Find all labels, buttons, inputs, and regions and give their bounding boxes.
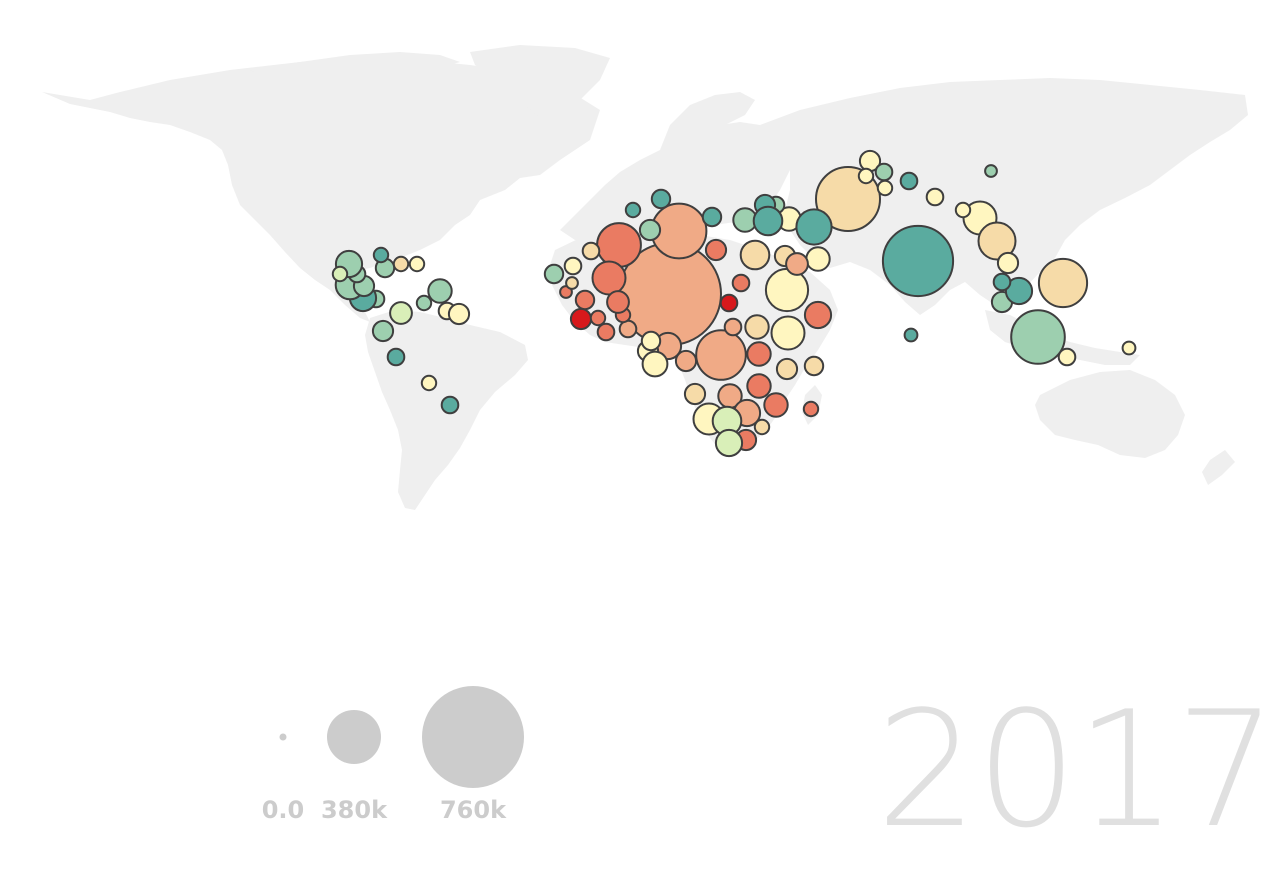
country-bubble[interactable] (618, 319, 638, 339)
country-bubble[interactable] (752, 205, 784, 237)
country-bubble[interactable] (596, 322, 616, 342)
country-bubble[interactable] (596, 222, 642, 268)
legend-circle-large (422, 686, 524, 788)
country-bubble[interactable] (763, 392, 789, 418)
country-bubble[interactable] (984, 164, 998, 178)
country-bubble[interactable] (372, 246, 390, 264)
legend-circle-small (279, 733, 287, 741)
land-greenland (470, 45, 610, 118)
land-asia (760, 78, 1248, 315)
country-bubble[interactable] (624, 201, 642, 219)
country-bubble[interactable] (775, 357, 799, 381)
country-bubble[interactable] (739, 239, 771, 271)
country-bubble[interactable] (386, 347, 406, 367)
country-bubble[interactable] (1004, 276, 1034, 306)
country-bubble[interactable] (408, 255, 426, 273)
country-bubble[interactable] (746, 341, 772, 367)
country-bubble[interactable] (795, 208, 833, 246)
land-north-america (42, 58, 600, 322)
country-bubble[interactable] (371, 319, 395, 343)
country-bubble[interactable] (746, 373, 772, 399)
country-bubble[interactable] (723, 317, 743, 337)
country-bubble[interactable] (977, 221, 1017, 261)
country-bubble[interactable] (589, 309, 607, 327)
country-bubble[interactable] (641, 350, 669, 378)
country-bubble[interactable] (650, 188, 672, 210)
country-bubble[interactable] (1121, 340, 1137, 356)
country-bubble[interactable] (954, 201, 972, 219)
country-bubble[interactable] (392, 255, 410, 273)
country-bubble[interactable] (640, 330, 662, 352)
country-bubble[interactable] (674, 349, 698, 373)
country-bubble[interactable] (447, 302, 471, 326)
land-japan (1078, 165, 1118, 220)
country-bubble[interactable] (802, 400, 820, 418)
country-bubble[interactable] (638, 218, 662, 242)
country-bubble[interactable] (753, 418, 771, 436)
land-new-zealand (1202, 450, 1235, 485)
country-bubble[interactable] (874, 162, 894, 182)
legend-label-medium: 380k (321, 796, 388, 824)
country-bubble[interactable] (881, 224, 955, 298)
country-bubble[interactable] (785, 252, 809, 276)
country-bubble[interactable] (1010, 309, 1066, 365)
world-landmass (42, 45, 1248, 510)
country-bubble[interactable] (903, 327, 919, 343)
country-bubble[interactable] (992, 272, 1012, 292)
country-bubble[interactable] (389, 301, 413, 325)
country-bubble[interactable] (744, 314, 770, 340)
land-scandinavia (660, 92, 755, 150)
land-europe (560, 122, 790, 240)
country-bubble[interactable] (565, 276, 579, 290)
year-label: 2017 (876, 676, 1276, 863)
country-bubble[interactable] (770, 315, 806, 351)
country-bubble[interactable] (803, 355, 825, 377)
country-bubble[interactable] (569, 307, 593, 331)
country-bubble[interactable] (415, 294, 433, 312)
country-bubble[interactable] (581, 241, 601, 261)
legend-label-large: 760k (440, 796, 507, 824)
legend-label-small: 0.0 (262, 796, 305, 824)
country-bubble[interactable] (704, 238, 728, 262)
country-bubble[interactable] (764, 267, 810, 313)
country-bubble[interactable] (440, 395, 460, 415)
country-bubble[interactable] (591, 260, 627, 296)
land-australia (1035, 370, 1185, 458)
land-arctic-islands (250, 52, 460, 80)
country-bubble[interactable] (1037, 257, 1089, 309)
country-bubble[interactable] (701, 206, 723, 228)
country-bubble[interactable] (731, 273, 751, 293)
country-bubble[interactable] (719, 293, 739, 313)
country-bubble[interactable] (857, 167, 875, 185)
country-bubble[interactable] (543, 263, 565, 285)
legend-circle-medium (327, 710, 381, 764)
country-bubble[interactable] (996, 251, 1020, 275)
country-bubble[interactable] (1057, 347, 1077, 367)
country-bubble[interactable] (420, 374, 438, 392)
country-bubble[interactable] (563, 256, 583, 276)
country-bubble[interactable] (427, 278, 453, 304)
country-bubble[interactable] (876, 179, 894, 197)
country-bubble[interactable] (606, 290, 630, 314)
country-bubble[interactable] (803, 300, 833, 330)
size-legend: 0.0 380k 760k (262, 686, 524, 824)
country-bubble[interactable] (925, 187, 945, 207)
country-bubble[interactable] (714, 428, 744, 458)
country-bubbles (331, 149, 1137, 458)
country-bubble[interactable] (331, 265, 349, 283)
country-bubble[interactable] (805, 246, 831, 272)
country-bubble[interactable] (683, 382, 707, 406)
country-bubble[interactable] (899, 171, 919, 191)
country-bubble[interactable] (695, 329, 747, 381)
country-bubble[interactable] (574, 289, 596, 311)
